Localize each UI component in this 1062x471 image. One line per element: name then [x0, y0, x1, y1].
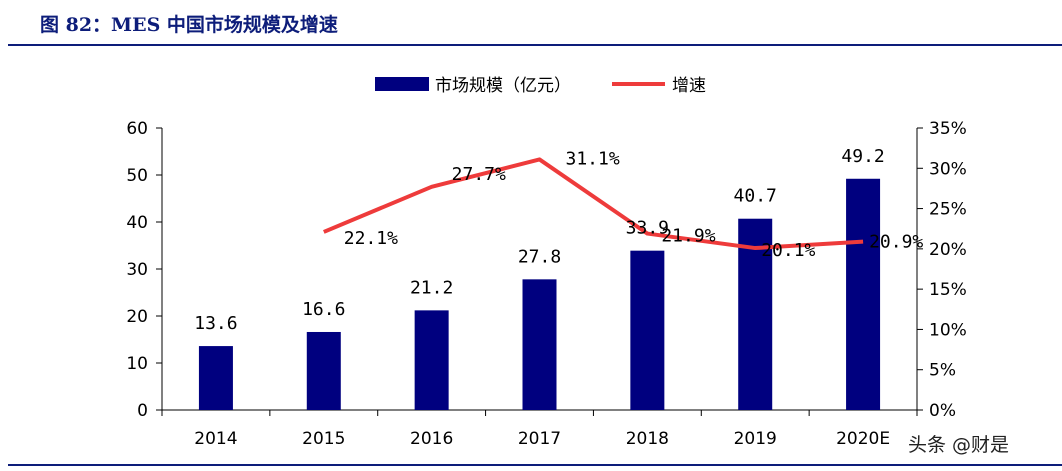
y-right-tick-label: 25%	[929, 200, 967, 220]
y-left-tick-label: 20	[126, 307, 148, 327]
line-value-label: 22.1%	[344, 228, 398, 249]
bar	[414, 310, 449, 410]
y-right-tick-label: 20%	[929, 240, 967, 260]
growth-line	[323, 157, 864, 251]
axes: 0 10 20 30 40 50 60 0% 5% 10% 15% 20% 25% 30% 35% 2014 2…	[126, 119, 966, 449]
bar-series	[198, 178, 881, 410]
bar-value-label: 21.2	[410, 277, 453, 298]
y-left-tick-label: 30	[126, 260, 148, 280]
bar-value-label: 33.9	[626, 218, 669, 239]
x-tick-label: 2018	[626, 429, 669, 449]
bottom-rule	[8, 464, 1062, 466]
y-right-tick-label: 5%	[929, 361, 956, 381]
bar-value-label: 49.2	[841, 146, 884, 167]
legend-line-label: 增速	[672, 76, 706, 96]
figure-caption: 图 82：MES 中国市场规模及增速	[40, 14, 338, 36]
bar-value-label: 13.6	[194, 313, 237, 334]
legend-bar-swatch	[375, 77, 429, 91]
y-left-tick-label: 10	[126, 354, 148, 374]
bar	[738, 218, 773, 410]
y-left-tick-label: 40	[126, 213, 148, 233]
x-tick-label: 2019	[734, 429, 777, 449]
line-value-label: 31.1%	[566, 148, 620, 169]
bar	[306, 331, 341, 410]
line-value-label: 21.9%	[661, 226, 715, 247]
y-right-tick-label: 30%	[929, 159, 967, 179]
x-tick-label: 2020E	[836, 429, 890, 449]
watermark: 头条 @财是	[908, 434, 1009, 456]
line-value-label: 20.9%	[869, 232, 923, 253]
y-right-tick-label: 10%	[929, 320, 967, 340]
legend: 市场规模（亿元） 增速	[375, 76, 706, 96]
y-left-tick-label: 50	[126, 166, 148, 186]
y-right-tick-label: 35%	[929, 119, 967, 139]
x-tick-label: 2015	[302, 429, 345, 449]
y-right-tick-label: 0%	[929, 401, 956, 421]
x-tick-label: 2016	[410, 429, 453, 449]
y-left-tick-label: 0	[137, 401, 148, 421]
x-tick-label: 2017	[518, 429, 561, 449]
legend-bar-label: 市场规模（亿元）	[435, 76, 571, 96]
top-rule	[8, 44, 1062, 46]
line-series	[323, 157, 864, 251]
data-labels: 13.6 16.6 21.2 27.8 33.9 40.7 49.2 22.1% 27.7% 31…	[194, 146, 923, 334]
bar	[522, 279, 557, 410]
bar	[198, 346, 233, 410]
x-tick-label: 2014	[194, 429, 237, 449]
line-value-label: 27.7%	[452, 164, 506, 185]
bar	[630, 250, 665, 410]
bar-value-label: 27.8	[518, 246, 561, 267]
bar-value-label: 40.7	[734, 186, 777, 207]
bar-value-label: 16.6	[302, 299, 345, 320]
y-right-tick-label: 15%	[929, 280, 967, 300]
line-value-label: 20.1%	[761, 240, 815, 261]
y-left-tick-label: 60	[126, 119, 148, 139]
bar	[846, 178, 881, 410]
